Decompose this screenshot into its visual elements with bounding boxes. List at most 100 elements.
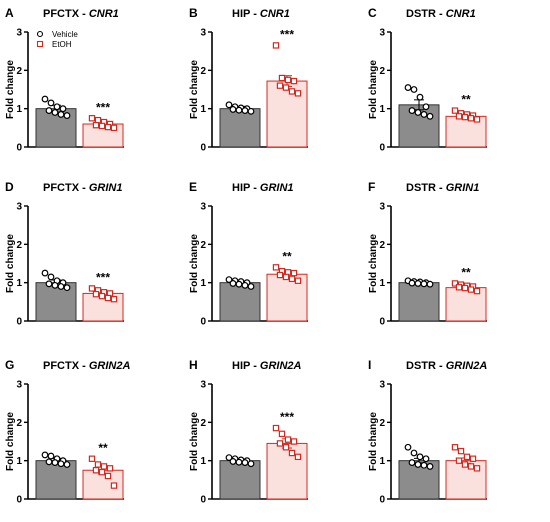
y-tick-label: 0 (379, 495, 385, 506)
y-axis-label: Fold change (189, 412, 200, 471)
point-vehicle (57, 111, 65, 118)
y-tick-label: 1 (200, 456, 206, 467)
y-axis-label: Fold change (5, 234, 16, 293)
y-axis-label: Fold change (368, 234, 379, 293)
point-etoh (276, 440, 284, 447)
point-vehicle (41, 451, 49, 459)
point-etoh (451, 280, 459, 287)
point-vehicle (41, 269, 49, 277)
point-vehicle (225, 101, 233, 109)
legend-marker-vehicle (36, 30, 44, 38)
title-separator: - (436, 182, 446, 194)
y-tick-label: 0 (200, 495, 206, 506)
title-region: HIP (232, 8, 250, 20)
point-etoh (88, 115, 96, 122)
point-vehicle (235, 458, 243, 466)
y-tick-label: 2 (200, 240, 206, 251)
significance-label: ** (461, 265, 471, 279)
point-etoh (278, 430, 286, 438)
title-region: HIP (232, 360, 250, 372)
point-etoh (110, 482, 118, 489)
y-tick-label: 0 (200, 317, 206, 328)
point-etoh (473, 465, 481, 472)
title-separator: - (79, 8, 89, 20)
point-etoh (290, 269, 298, 277)
point-etoh (473, 116, 481, 123)
panel-I: I DSTR - GRIN2A Fold change 0 1 2 3 (368, 358, 487, 506)
panel-H: H HIP - GRIN2A Fold change 0 1 2 3 *** (189, 358, 308, 506)
y-tick-label: 1 (16, 278, 22, 289)
y-tick-label: 0 (379, 143, 385, 154)
legend-label: EtOH (52, 40, 72, 49)
significance-label: *** (96, 100, 110, 114)
point-etoh (98, 468, 106, 476)
panel-A: A PFCTX - CNR1 Fold change 0 1 2 3 *** VehicleEt… (5, 6, 124, 154)
point-etoh (272, 424, 280, 432)
point-vehicle (53, 103, 61, 111)
y-tick-label: 1 (379, 278, 385, 289)
y-tick-label: 2 (379, 418, 385, 429)
y-tick-label: 2 (379, 66, 385, 77)
title-region: PFCTX (43, 360, 80, 372)
point-vehicle (426, 463, 434, 470)
point-vehicle (408, 107, 416, 114)
point-etoh (100, 463, 108, 470)
point-etoh (110, 295, 118, 303)
y-tick-label: 1 (16, 104, 22, 115)
point-etoh (469, 455, 477, 462)
y-tick-label: 3 (16, 28, 22, 39)
y-tick-label: 3 (200, 380, 206, 391)
point-vehicle (416, 453, 424, 461)
y-tick-label: 3 (16, 380, 22, 391)
point-etoh (276, 82, 284, 89)
significance-label: *** (96, 270, 110, 284)
panel-letter: G (5, 358, 14, 372)
point-vehicle (51, 459, 59, 466)
point-vehicle (225, 454, 233, 462)
point-etoh (457, 447, 465, 455)
panel-letter: I (368, 358, 371, 372)
point-vehicle (420, 461, 428, 469)
point-vehicle (420, 111, 428, 118)
y-tick-label: 2 (200, 66, 206, 77)
y-axis-label: Fold change (5, 412, 16, 471)
point-vehicle (47, 273, 55, 281)
bar-etoh (266, 442, 308, 500)
point-vehicle (247, 107, 255, 115)
point-etoh (110, 124, 118, 132)
panel-title: HIP - GRIN2A (232, 360, 302, 372)
y-tick-label: 3 (379, 28, 385, 39)
panel-title: PFCTX - GRIN1 (43, 182, 122, 194)
point-etoh (288, 449, 296, 457)
y-tick-label: 3 (200, 202, 206, 213)
point-etoh (290, 438, 298, 445)
title-separator: - (436, 8, 446, 20)
title-region: PFCTX (43, 182, 80, 194)
point-vehicle (414, 461, 422, 468)
panel-letter: B (189, 6, 198, 20)
title-separator: - (250, 8, 260, 20)
point-vehicle (57, 283, 65, 290)
y-tick-label: 2 (200, 418, 206, 429)
point-vehicle (410, 86, 418, 93)
y-tick-label: 1 (379, 456, 385, 467)
bar-vehicle (398, 282, 440, 322)
point-etoh (106, 465, 114, 472)
point-etoh (276, 271, 284, 279)
point-vehicle (404, 443, 412, 451)
point-etoh (272, 42, 280, 49)
point-vehicle (47, 99, 55, 107)
title-gene: GRIN2A (446, 360, 488, 372)
significance-label: ** (98, 441, 108, 455)
point-etoh (294, 277, 302, 284)
point-vehicle (51, 281, 59, 289)
y-axis-label: Fold change (189, 60, 200, 119)
point-vehicle (45, 280, 53, 288)
y-tick-label: 2 (16, 240, 22, 251)
title-gene: CNR1 (89, 8, 119, 20)
panel-title: DSTR - GRIN2A (406, 360, 487, 372)
y-tick-label: 0 (379, 317, 385, 328)
panel-title: HIP - GRIN1 (232, 182, 294, 194)
y-tick-label: 0 (200, 143, 206, 154)
significance-label: *** (280, 410, 294, 424)
